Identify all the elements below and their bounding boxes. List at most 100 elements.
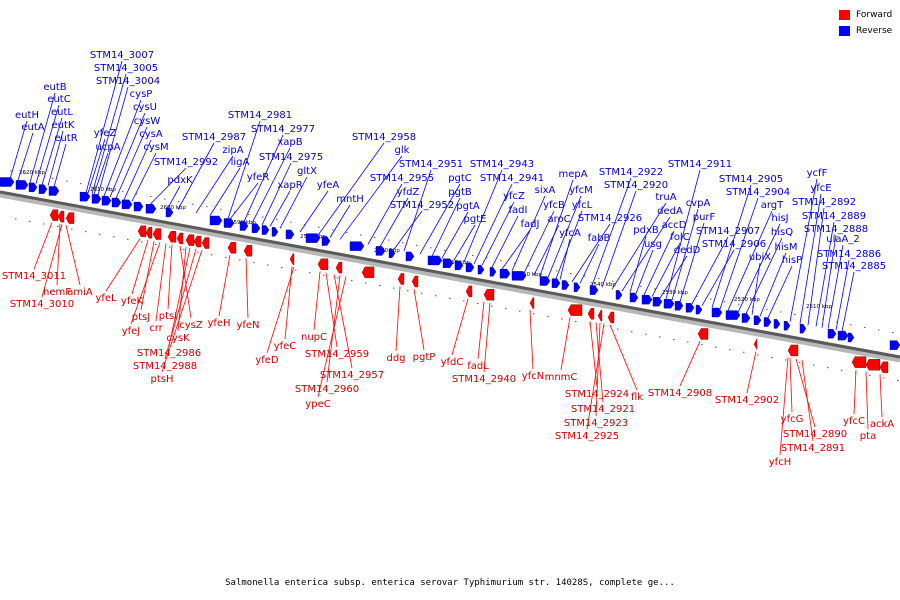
reverse-gene-label-argt: argT [761,200,784,211]
kbp-tick-label: 2550 kbp [516,272,542,278]
forward-leader-line [483,302,491,373]
reverse-leader-line [29,92,56,183]
forward-gene-arrow [483,289,495,301]
reverse-gene-label-eutl: eutL [51,107,73,118]
reverse-gene-label-glk: glk [395,145,410,156]
reverse-leader-line [547,195,582,278]
reverse-gene-label-eutc: eutC [47,94,70,105]
reverse-gene-arrow [837,330,849,341]
reverse-leader-line [745,237,783,314]
reverse-leader-line [177,142,215,210]
reverse-gene-arrow [465,262,475,273]
reverse-gene-arrow [847,332,855,343]
forward-gene-label-mnmc: mnmC [545,372,578,383]
reverse-gene-label-eutb: eutB [43,82,66,93]
forward-gene-label-ptsi: ptsI [159,311,177,322]
reverse-gene-label-stm14-2941: STM14_2941 [480,173,544,184]
reverse-gene-arrow [261,225,270,235]
reverse-leader-line [555,210,583,280]
forward-gene-label-pgtp: pgtP [413,352,436,363]
reverse-leader-line [611,202,667,290]
reverse-leader-line [339,155,403,240]
reverse-gene-label-stm14-2920: STM14_2920 [604,180,668,191]
forward-leader-line [41,224,63,298]
reverse-leader-line [815,221,835,327]
forward-gene-label-hemf: hemF [43,287,71,298]
forward-leader-line [131,240,149,295]
reverse-leader-line [701,249,735,306]
reverse-gene-label-stm14-2958: STM14_2958 [352,132,416,143]
reverse-gene-label-stm14-2907: STM14_2907 [696,226,760,237]
reverse-gene-label-stm14-2951: STM14_2951 [399,159,463,170]
forward-gene-label-yfeh: yfeH [207,318,230,329]
forward-gene-label-stm14-2924: STM14_2924 [565,389,629,400]
reverse-gene-arrow [0,177,15,187]
forward-gene-label-stm14-2891: STM14_2891 [781,443,845,454]
forward-leader-line [130,242,161,325]
reverse-gene-arrow [405,251,415,262]
forward-gene-arrow [167,231,177,243]
kbp-tick-label: 2620 kbp [19,170,45,176]
reverse-leader-line [821,234,837,328]
forward-gene-label-fadl: fadL [467,361,489,372]
forward-gene-label-ptsh: ptsH [151,374,174,385]
reverse-leader-line [209,167,241,216]
reverse-gene-arrow [111,197,122,208]
reverse-leader-line [727,210,773,311]
reverse-gene-label-hism: hisM [775,242,798,253]
reverse-gene-label-xapr: xapR [277,180,302,191]
forward-leader-line [161,249,203,373]
reverse-gene-arrow [427,255,443,266]
reverse-leader-line [665,169,701,300]
forward-gene-label-yfec: yfeC [274,341,297,352]
reverse-gene-label-stm14-2886: STM14_2886 [817,249,881,260]
reverse-leader-line [431,197,461,257]
forward-gene-label-yfed: yfeD [255,355,279,366]
reverse-gene-label-dedd: dedD [674,245,701,256]
reverse-leader-line [807,207,825,326]
reverse-gene-label-zipa: zipA [222,145,243,156]
reverse-gene-label-ucpa: ucpA [95,142,120,153]
forward-gene-label-yfej: yfeJ [122,326,141,337]
reverse-gene-label-pgtb: pgtB [448,187,472,198]
forward-gene-arrow [607,311,615,324]
forward-gene-arrow [317,258,329,270]
forward-gene-label-ddg: ddg [386,353,405,364]
reverse-gene-arrow [388,248,396,259]
forward-gene-arrow [243,245,253,257]
reverse-gene-label-fadi: fadI [509,205,528,216]
forward-gene-arrow [176,232,184,245]
reverse-gene-label-eutr: eutR [54,133,77,144]
reverse-leader-lines [9,60,855,332]
reverse-leader-line [691,236,729,305]
forward-gene-label-stm14-2986: STM14_2986 [137,348,201,359]
forward-leader-line [164,248,197,360]
reverse-gene-arrow [827,329,837,339]
reverse-gene-label-stm14-2892: STM14_2892 [792,197,856,208]
forward-gene-label-stm14-2921: STM14_2921 [571,404,635,415]
reverse-gene-arrow [652,296,663,307]
reverse-leader-line [109,112,146,198]
reverse-gene-arrow [121,199,133,210]
reverse-leader-line [441,211,469,259]
forward-leader-line [413,288,425,351]
forward-leader-line [155,243,167,322]
reverse-leader-line [453,224,476,261]
forward-gene-arrow [335,261,343,274]
reverse-gene-arrow [783,321,791,331]
reverse-leader-line [123,139,152,200]
forward-leader-line [325,272,338,348]
kbp-tick-label: 2610 kbp [90,187,116,193]
legend-forward: Forward [839,10,892,20]
genome-backbone [0,190,900,363]
reverse-leader-line [115,126,148,199]
forward-gene-arrow [851,356,867,368]
reverse-gene-label-gltx: gltX [297,166,317,177]
reverse-leader-line [279,176,308,229]
forward-gene-label-stm14-2988: STM14_2988 [133,361,197,372]
forward-leader-line [284,266,293,340]
reverse-leader-line [403,169,432,252]
reverse-leader-line [9,120,28,179]
reverse-gene-arrow [674,301,684,311]
